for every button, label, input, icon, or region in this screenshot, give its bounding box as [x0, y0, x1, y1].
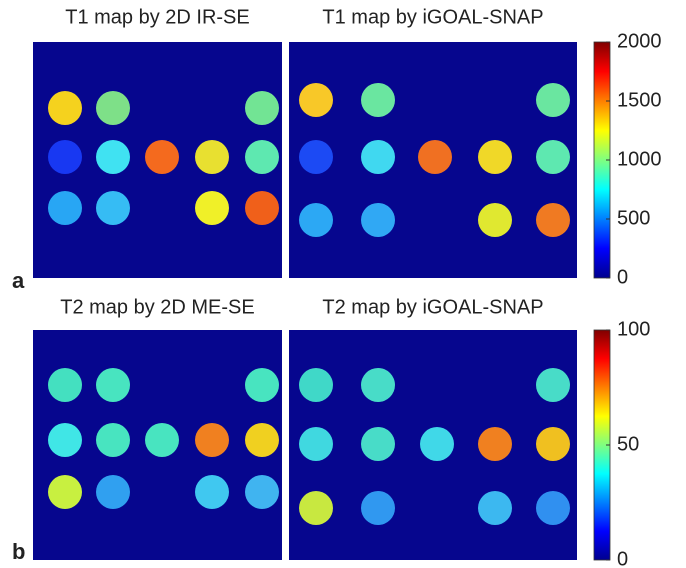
- figure: T1 map by 2D IR-SE T1 map by iGOAL-SNAP a 0…: [0, 0, 686, 568]
- phantom-vial: [145, 140, 179, 174]
- phantom-vial: [96, 191, 130, 225]
- phantom-vial: [48, 368, 82, 402]
- phantom-vial: [195, 140, 229, 174]
- phantom-vial: [361, 140, 395, 174]
- phantom-vial: [299, 427, 333, 461]
- phantom-vial: [299, 83, 333, 117]
- phantom-vial: [361, 427, 395, 461]
- phantom-vial: [299, 491, 333, 525]
- phantom-vial: [536, 491, 570, 525]
- phantom-vial: [48, 191, 82, 225]
- panel-title: T2 map by 2D ME-SE: [60, 296, 255, 318]
- phantom-vial: [478, 427, 512, 461]
- phantom-vial: [299, 203, 333, 237]
- colorbar-tick-label: 0: [617, 266, 628, 288]
- colorbar-tick-label: 2000: [617, 30, 662, 52]
- phantom-vial: [96, 423, 130, 457]
- phantom-vial: [418, 140, 452, 174]
- phantom-vial: [536, 203, 570, 237]
- phantom-vial: [48, 140, 82, 174]
- phantom-vial: [361, 491, 395, 525]
- phantom-vial: [478, 140, 512, 174]
- phantom-vial: [48, 423, 82, 457]
- phantom-vial: [245, 91, 279, 125]
- phantom-vial: [195, 475, 229, 509]
- panel-label: a: [12, 268, 25, 293]
- phantom-vial: [245, 423, 279, 457]
- colorbar-tick-label: 500: [617, 207, 650, 229]
- colorbar-tick-label: 100: [617, 318, 650, 340]
- phantom-vial: [145, 423, 179, 457]
- panel-label: b: [12, 539, 25, 564]
- phantom-vial: [245, 191, 279, 225]
- phantom-vial: [299, 140, 333, 174]
- phantom-vial: [536, 368, 570, 402]
- phantom-vial: [361, 203, 395, 237]
- phantom-vial: [96, 91, 130, 125]
- phantom-vial: [195, 423, 229, 457]
- phantom-vial: [478, 203, 512, 237]
- phantom-vial: [48, 475, 82, 509]
- colorbar-tick-label: 1000: [617, 148, 662, 170]
- colorbar-tick-label: 1500: [617, 89, 662, 111]
- phantom-vial: [361, 83, 395, 117]
- phantom-vial: [48, 91, 82, 125]
- phantom-vial: [361, 368, 395, 402]
- phantom-vial: [536, 427, 570, 461]
- phantom-vial: [96, 368, 130, 402]
- phantom-vial: [478, 491, 512, 525]
- panel-title: T2 map by iGOAL-SNAP: [322, 296, 543, 318]
- phantom-vial: [245, 368, 279, 402]
- phantom-vial: [299, 368, 333, 402]
- phantom-vial: [245, 475, 279, 509]
- panel-title: T1 map by iGOAL-SNAP: [322, 6, 543, 28]
- phantom-vial: [245, 140, 279, 174]
- panel-title: T1 map by 2D IR-SE: [65, 6, 250, 28]
- phantom-vial: [96, 140, 130, 174]
- phantom-vial: [96, 475, 130, 509]
- phantom-vial: [195, 191, 229, 225]
- phantom-vial: [420, 427, 454, 461]
- colorbar-tick-label: 50: [617, 433, 639, 455]
- colorbar-tick-label: 0: [617, 548, 628, 568]
- phantom-vial: [536, 83, 570, 117]
- phantom-vial: [536, 140, 570, 174]
